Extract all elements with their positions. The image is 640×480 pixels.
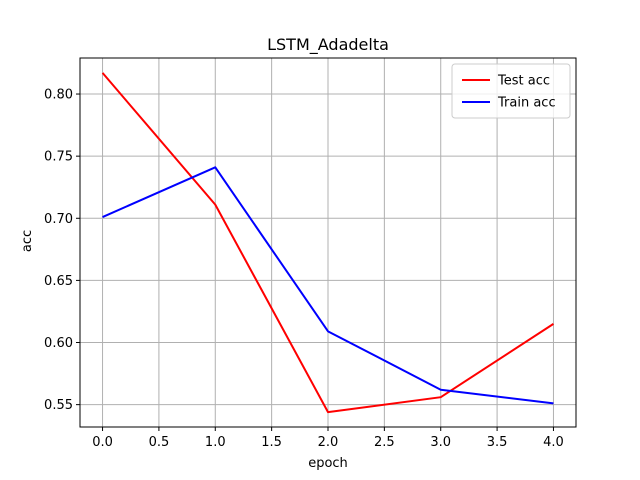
series-line-test-acc xyxy=(101,72,554,414)
y-tick-label: 0.65 xyxy=(44,274,73,289)
x-tick-label: 2.5 xyxy=(374,435,395,450)
x-tick-label: 1.5 xyxy=(261,435,282,450)
series-line-train-acc xyxy=(102,166,554,405)
y-tick-label: 0.75 xyxy=(44,150,73,165)
y-axis-ticks: 0.55 0.60 0.65 0.70 0.75 0.80 xyxy=(44,88,80,413)
y-tick-label: 0.80 xyxy=(44,88,73,103)
y-axis-label: acc xyxy=(20,230,35,252)
x-tick-label: 2.0 xyxy=(318,435,339,450)
x-axis-label: epoch xyxy=(308,456,348,471)
y-tick-label: 0.60 xyxy=(44,336,73,351)
legend-box xyxy=(451,63,571,119)
series-lines xyxy=(101,72,554,414)
chart-title: LSTM_Adadelta xyxy=(267,35,389,55)
x-tick-label: 3.5 xyxy=(487,435,508,450)
x-axis-ticks: 0.0 0.5 1.0 1.5 2.0 2.5 3.0 3.5 4.0 xyxy=(92,427,564,450)
x-tick-label: 0.5 xyxy=(149,435,170,450)
x-tick-label: 0.0 xyxy=(92,435,113,450)
legend: Test acc Train acc xyxy=(451,63,571,119)
y-tick-label: 0.70 xyxy=(44,212,73,227)
legend-label: Train acc xyxy=(497,96,556,111)
x-tick-label: 3.0 xyxy=(430,435,451,450)
legend-label: Test acc xyxy=(497,74,550,89)
grid-lines xyxy=(80,58,576,427)
x-tick-label: 1.0 xyxy=(205,435,226,450)
y-tick-label: 0.55 xyxy=(44,398,73,413)
x-tick-label: 4.0 xyxy=(543,435,564,450)
